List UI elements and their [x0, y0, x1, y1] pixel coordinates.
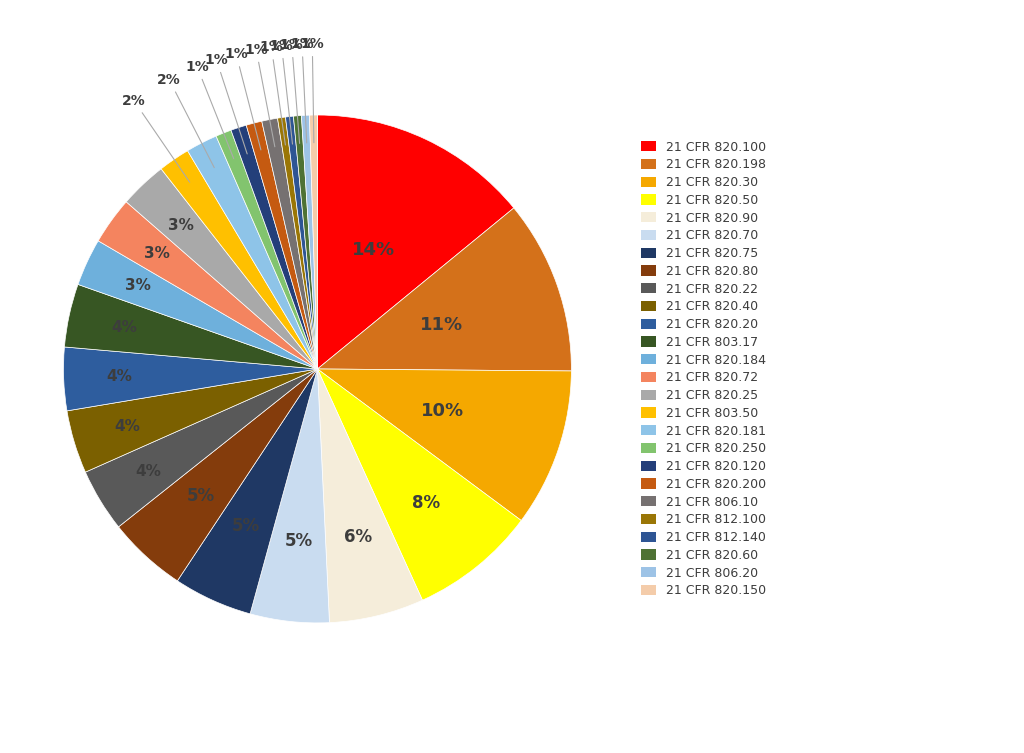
Text: 4%: 4% — [111, 319, 137, 334]
Wedge shape — [317, 115, 514, 369]
Wedge shape — [85, 369, 317, 527]
Text: 5%: 5% — [285, 532, 312, 550]
Text: 10%: 10% — [421, 402, 464, 420]
Wedge shape — [177, 369, 317, 614]
Text: 3%: 3% — [143, 245, 170, 261]
Text: 4%: 4% — [115, 419, 140, 434]
Text: 1%: 1% — [185, 60, 233, 159]
Text: 1%: 1% — [205, 53, 247, 154]
Wedge shape — [317, 369, 423, 623]
Text: 1%: 1% — [259, 40, 286, 145]
Wedge shape — [309, 115, 317, 369]
Wedge shape — [278, 117, 317, 369]
Text: 8%: 8% — [412, 495, 440, 512]
Wedge shape — [187, 136, 317, 369]
Text: 1%: 1% — [224, 47, 261, 150]
Text: 4%: 4% — [106, 369, 132, 384]
Wedge shape — [250, 369, 330, 623]
Text: 3%: 3% — [168, 218, 195, 233]
Wedge shape — [65, 285, 317, 369]
Wedge shape — [119, 369, 317, 581]
Text: 1%: 1% — [269, 39, 294, 144]
Wedge shape — [231, 125, 317, 369]
Wedge shape — [317, 369, 521, 600]
Wedge shape — [286, 116, 317, 369]
Text: 5%: 5% — [186, 487, 215, 505]
Text: 1%: 1% — [290, 38, 314, 143]
Text: 14%: 14% — [352, 241, 395, 258]
Wedge shape — [294, 115, 317, 369]
Wedge shape — [216, 130, 317, 369]
Text: 2%: 2% — [158, 73, 214, 168]
Text: 1%: 1% — [300, 37, 325, 143]
Wedge shape — [63, 347, 317, 411]
Text: 6%: 6% — [344, 528, 372, 546]
Wedge shape — [98, 202, 317, 369]
Wedge shape — [317, 369, 571, 520]
Text: 5%: 5% — [232, 517, 260, 535]
Wedge shape — [161, 151, 317, 369]
Text: 11%: 11% — [421, 316, 464, 334]
Text: 1%: 1% — [245, 43, 274, 147]
Wedge shape — [301, 115, 317, 369]
Text: 3%: 3% — [125, 278, 151, 293]
Legend: 21 CFR 820.100, 21 CFR 820.198, 21 CFR 820.30, 21 CFR 820.50, 21 CFR 820.90, 21 : 21 CFR 820.100, 21 CFR 820.198, 21 CFR 8… — [641, 141, 766, 597]
Wedge shape — [246, 121, 317, 369]
Text: 2%: 2% — [122, 93, 189, 182]
Wedge shape — [78, 241, 317, 369]
Wedge shape — [317, 208, 571, 371]
Text: 4%: 4% — [135, 464, 161, 479]
Wedge shape — [126, 169, 317, 369]
Wedge shape — [67, 369, 317, 472]
Text: 1%: 1% — [280, 38, 304, 143]
Wedge shape — [262, 118, 317, 369]
